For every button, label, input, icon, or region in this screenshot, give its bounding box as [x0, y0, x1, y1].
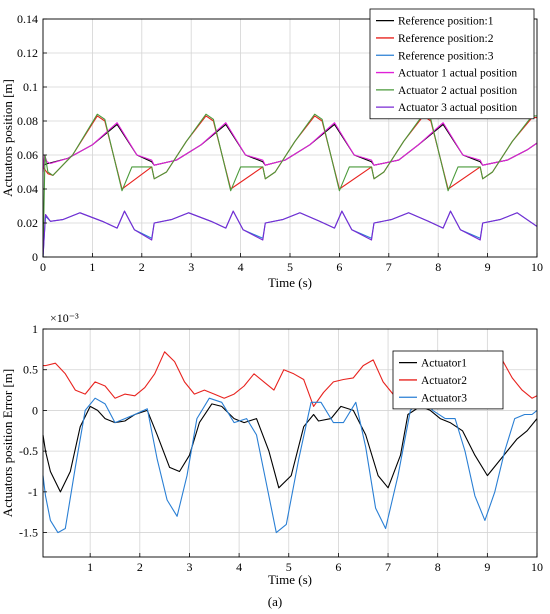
top-x-axis-label: Time (s): [268, 275, 312, 290]
y-tick-label: 0.04: [17, 182, 38, 196]
x-tick-label: 6: [335, 560, 341, 574]
y-tick-label: 0.5: [23, 363, 38, 377]
x-tick-label: 6: [336, 260, 342, 274]
legend-entry-3: Actuator3: [421, 392, 467, 404]
series-line-3: [42, 397, 538, 534]
bottom-x-axis-label: Time (s): [268, 572, 312, 587]
y-tick-label: -1: [28, 485, 38, 499]
y-tick-label: 0: [32, 250, 38, 264]
x-tick-label: 8: [435, 260, 441, 274]
legend-entry-1: Reference position:1: [398, 16, 494, 28]
x-tick-label: 4: [238, 260, 244, 274]
y-tick-label: 0.14: [17, 12, 38, 26]
bottom-y-scale-label: ×10⁻³: [50, 311, 79, 325]
x-tick-label: 3: [188, 260, 194, 274]
y-tick-label: -1.5: [19, 526, 38, 540]
legend-entry-2: Reference position:2: [398, 33, 494, 45]
x-tick-label: 0: [40, 260, 46, 274]
y-tick-label: 0.06: [17, 148, 38, 162]
bottom-plot-frame: [42, 328, 538, 558]
legend-entry-6: Actuator 3 actual position: [398, 102, 517, 114]
y-tick-label: 1: [32, 322, 38, 336]
legend-entry-1: Actuator1: [421, 358, 467, 370]
x-tick-label: 10: [531, 260, 543, 274]
y-tick-label: 0: [32, 403, 38, 417]
legend-entry-3: Reference position:3: [398, 50, 494, 62]
top-position-chart: 0 1 2 3 4 5 6 7 8 9 10 0 0.02 0.04 0.06 0.08 0.1 0.12 0.1…: [0, 8, 543, 290]
x-tick-label: 10: [531, 560, 543, 574]
y-tick-label: -0.5: [19, 444, 38, 458]
y-tick-label: 0.02: [17, 216, 38, 230]
bottom-legend: Actuator1 Actuator2 Actuator3: [392, 350, 504, 410]
y-tick-label: 0.1: [23, 80, 38, 94]
y-tick-label: 0.12: [17, 46, 38, 60]
legend-box: [369, 8, 535, 120]
x-tick-label: 1: [87, 560, 93, 574]
bottom-error-chart: 1 2 3 4 5 6 7 8 9 10 -1.5 -1 -0.5 0 0.5 1 ×10⁻³ Time (…: [0, 311, 543, 587]
x-tick-label: 9: [485, 260, 491, 274]
x-tick-label: 5: [286, 560, 292, 574]
series-line-1: [42, 403, 538, 493]
series-line-4: [42, 122, 538, 173]
top-legend: Reference position:1 Reference position:2…: [369, 8, 535, 120]
bottom-y-axis-label: Actuators position Error [m]: [0, 369, 15, 517]
x-tick-label: 2: [137, 560, 143, 574]
legend-entry-2: Actuator2: [421, 375, 467, 387]
x-tick-label: 7: [386, 260, 392, 274]
x-tick-label: 7: [385, 560, 391, 574]
series-line-6: [42, 210, 538, 258]
x-tick-label: 8: [435, 560, 441, 574]
x-tick-label: 4: [236, 560, 242, 574]
x-tick-label: 9: [484, 560, 490, 574]
x-tick-label: 5: [287, 260, 293, 274]
top-y-axis-label: Actuators position [m]: [0, 79, 15, 197]
legend-entry-4: Actuator 1 actual position: [398, 68, 517, 80]
x-tick-label: 1: [89, 260, 95, 274]
y-tick-label: 0.08: [17, 114, 38, 128]
x-tick-label: 2: [139, 260, 145, 274]
legend-entry-5: Actuator 2 actual position: [398, 85, 517, 97]
figure-caption: (a): [268, 594, 282, 609]
x-tick-label: 3: [186, 560, 192, 574]
series-line-5: [42, 113, 537, 258]
